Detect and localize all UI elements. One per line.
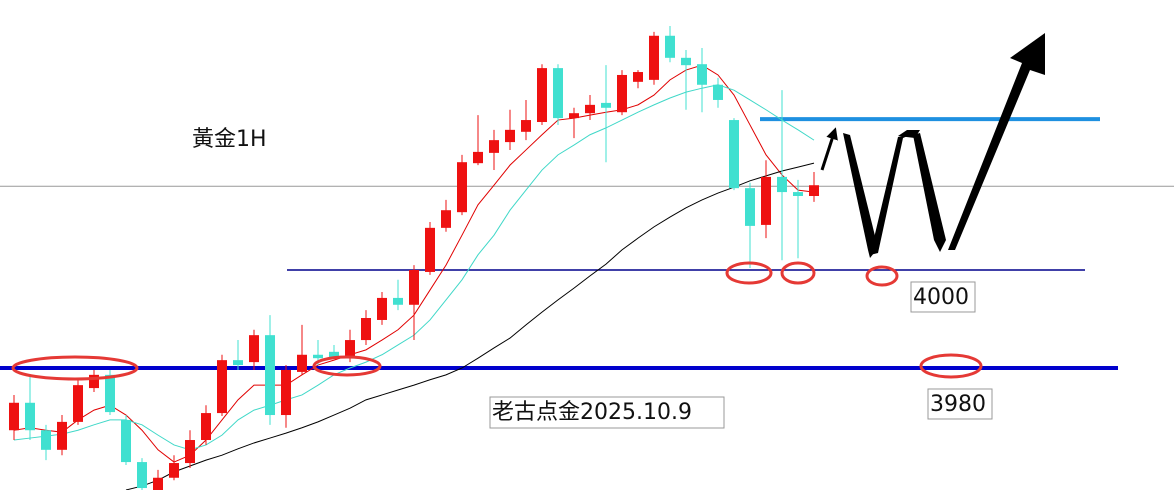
ma-line — [125, 162, 815, 490]
candle-body — [505, 129, 515, 143]
annotation: 老古点金2025.10.9 — [492, 400, 692, 425]
candle-body — [521, 120, 531, 132]
projection-arrows — [820, 33, 1045, 258]
level-label-box — [910, 281, 976, 313]
annotation-box — [489, 396, 725, 429]
candle-body — [649, 35, 659, 80]
candle-body — [809, 185, 819, 196]
candle-body — [297, 354, 307, 372]
candle-body — [473, 151, 483, 164]
candle-body — [793, 192, 803, 196]
circles — [11, 261, 983, 381]
candle-body — [745, 188, 755, 226]
candle-body — [633, 72, 643, 82]
candle-body — [617, 74, 627, 113]
candle-body — [409, 269, 419, 305]
candle-body — [105, 374, 115, 413]
candle-body — [265, 335, 275, 416]
candle-body — [585, 104, 595, 114]
chart-title: 黃金1H — [192, 127, 267, 152]
candle-body — [761, 176, 771, 225]
candle-body — [361, 318, 371, 341]
candle-body — [41, 430, 51, 450]
level-label: 3980 — [930, 392, 986, 417]
level-label: 4000 — [913, 285, 969, 310]
candle-body — [217, 360, 227, 414]
candle-body — [713, 84, 723, 100]
candle-body — [601, 102, 611, 108]
candle-body — [425, 227, 435, 272]
candle-body — [681, 57, 691, 66]
candle-body — [249, 335, 259, 363]
candle-body — [697, 64, 707, 85]
candle-body — [89, 374, 99, 389]
candle-body — [25, 402, 35, 431]
candle-body — [57, 421, 67, 450]
candle-body — [121, 419, 131, 463]
candle-body — [233, 360, 243, 366]
candle-body — [185, 440, 195, 464]
candle-body — [537, 68, 547, 123]
candle-body — [329, 351, 339, 358]
candle-body — [777, 176, 787, 193]
candle-body — [729, 120, 739, 189]
candle-body — [457, 162, 467, 213]
candle-body — [201, 413, 211, 441]
candle-body — [377, 297, 387, 320]
candle-body — [281, 369, 291, 416]
candle-body — [569, 113, 579, 119]
candle-body — [345, 340, 355, 359]
candle-body — [153, 477, 163, 490]
candle-body — [313, 354, 323, 359]
candle-body — [489, 140, 499, 153]
candle-body — [441, 210, 451, 228]
candle-body — [169, 463, 179, 478]
candle-body — [665, 35, 675, 58]
candle-body — [73, 385, 83, 422]
candle-body — [9, 402, 19, 431]
candle-body — [393, 297, 403, 305]
candle-body — [553, 68, 563, 119]
candle-body — [137, 462, 147, 489]
level-label-box — [927, 388, 993, 420]
